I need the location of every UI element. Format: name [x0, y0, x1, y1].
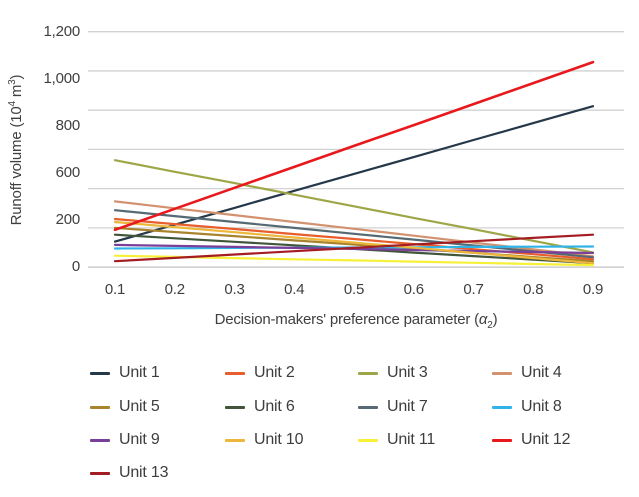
legend-item-unit-12: Unit 12	[492, 431, 570, 449]
x-tick-label-0.8: 0.8	[523, 281, 544, 298]
legend-swatch-unit-5	[90, 405, 110, 409]
legend-swatch-unit-8	[492, 405, 512, 409]
x-tick-label-0.7: 0.7	[463, 281, 484, 298]
legend-item-unit-7: Unit 7	[358, 398, 428, 416]
legend-item-unit-1: Unit 1	[90, 364, 160, 382]
legend-item-unit-5: Unit 5	[90, 398, 160, 416]
series-line-unit-3	[113, 159, 595, 254]
legend-item-unit-3: Unit 3	[358, 364, 428, 382]
legend-label: Unit 5	[119, 398, 160, 415]
alpha-subscript-2: 2	[487, 320, 493, 331]
y-title-unit: m	[8, 84, 25, 102]
legend-item-unit-8: Unit 8	[492, 398, 562, 416]
y-tick-label-200: 200	[55, 211, 81, 228]
x-title-text: Decision-makers' preference parameter (	[214, 311, 480, 328]
legend-label: Unit 4	[521, 364, 562, 381]
legend-swatch-unit-4	[492, 371, 512, 375]
legend-label: Unit 6	[254, 398, 295, 415]
legend-item-unit-4: Unit 4	[492, 364, 562, 382]
legend-item-unit-9: Unit 9	[90, 431, 160, 449]
y-title-text: Runoff volume (10	[8, 106, 25, 226]
legend-swatch-unit-7	[358, 405, 378, 409]
x-tick-label-0.6: 0.6	[403, 281, 424, 298]
y-tick-label-800: 800	[55, 117, 81, 134]
x-tick-label-0.4: 0.4	[284, 281, 305, 298]
y-tick-label-600: 600	[55, 164, 81, 181]
legend-item-unit-2: Unit 2	[225, 364, 295, 382]
legend-swatch-unit-13	[90, 471, 110, 475]
legend-label: Unit 12	[521, 431, 571, 448]
legend-item-unit-10: Unit 10	[225, 431, 303, 449]
series-line-unit-12	[113, 60, 595, 232]
y-tick-label-1000: 1,000	[43, 70, 80, 87]
legend-swatch-unit-12	[492, 438, 512, 442]
legend-swatch-unit-2	[225, 371, 245, 375]
x-tick-label-0.3: 0.3	[224, 281, 245, 298]
legend-swatch-unit-10	[225, 438, 245, 442]
plot-area	[88, 31, 624, 268]
legend-swatch-unit-3	[358, 371, 378, 375]
legend-label: Unit 1	[119, 364, 160, 381]
y-tick-label-0: 0	[71, 258, 80, 275]
legend-swatch-unit-11	[358, 438, 378, 442]
x-title-close: )	[492, 311, 498, 328]
y-tick-label-1200: 1,200	[43, 23, 80, 40]
series-line-unit-7	[113, 209, 595, 259]
legend-label: Unit 13	[119, 464, 169, 481]
legend-label: Unit 7	[387, 398, 428, 415]
legend-item-unit-6: Unit 6	[225, 398, 295, 416]
legend-item-unit-13: Unit 13	[90, 464, 168, 482]
legend-swatch-unit-9	[90, 438, 110, 442]
x-tick-label-0.1: 0.1	[104, 281, 126, 298]
legend-swatch-unit-1	[90, 371, 110, 375]
y-title-superscript-3: 3	[7, 79, 18, 85]
legend-label: Unit 11	[387, 431, 436, 448]
y-title-superscript-4: 4	[7, 101, 18, 107]
legend-swatch-unit-6	[225, 405, 245, 409]
x-tick-label-0.2: 0.2	[164, 281, 185, 298]
x-tick-label-0.9: 0.9	[582, 281, 604, 298]
legend-label: Unit 2	[254, 364, 295, 381]
legend-label: Unit 10	[254, 431, 304, 448]
series-line-unit-13	[113, 233, 595, 263]
y-axis-title: Runoff volume (104 m3)	[7, 40, 27, 260]
x-axis-title: Decision-makers' preference parameter (α…	[88, 311, 624, 331]
legend-item-unit-11: Unit 11	[358, 431, 435, 449]
legend-label: Unit 3	[387, 364, 428, 381]
series-line-unit-10	[113, 220, 595, 265]
alpha-symbol: α	[478, 311, 488, 328]
y-title-close: )	[8, 74, 25, 80]
legend-label: Unit 8	[521, 398, 562, 415]
legend-label: Unit 9	[119, 431, 160, 448]
x-tick-label-0.5: 0.5	[343, 281, 365, 298]
